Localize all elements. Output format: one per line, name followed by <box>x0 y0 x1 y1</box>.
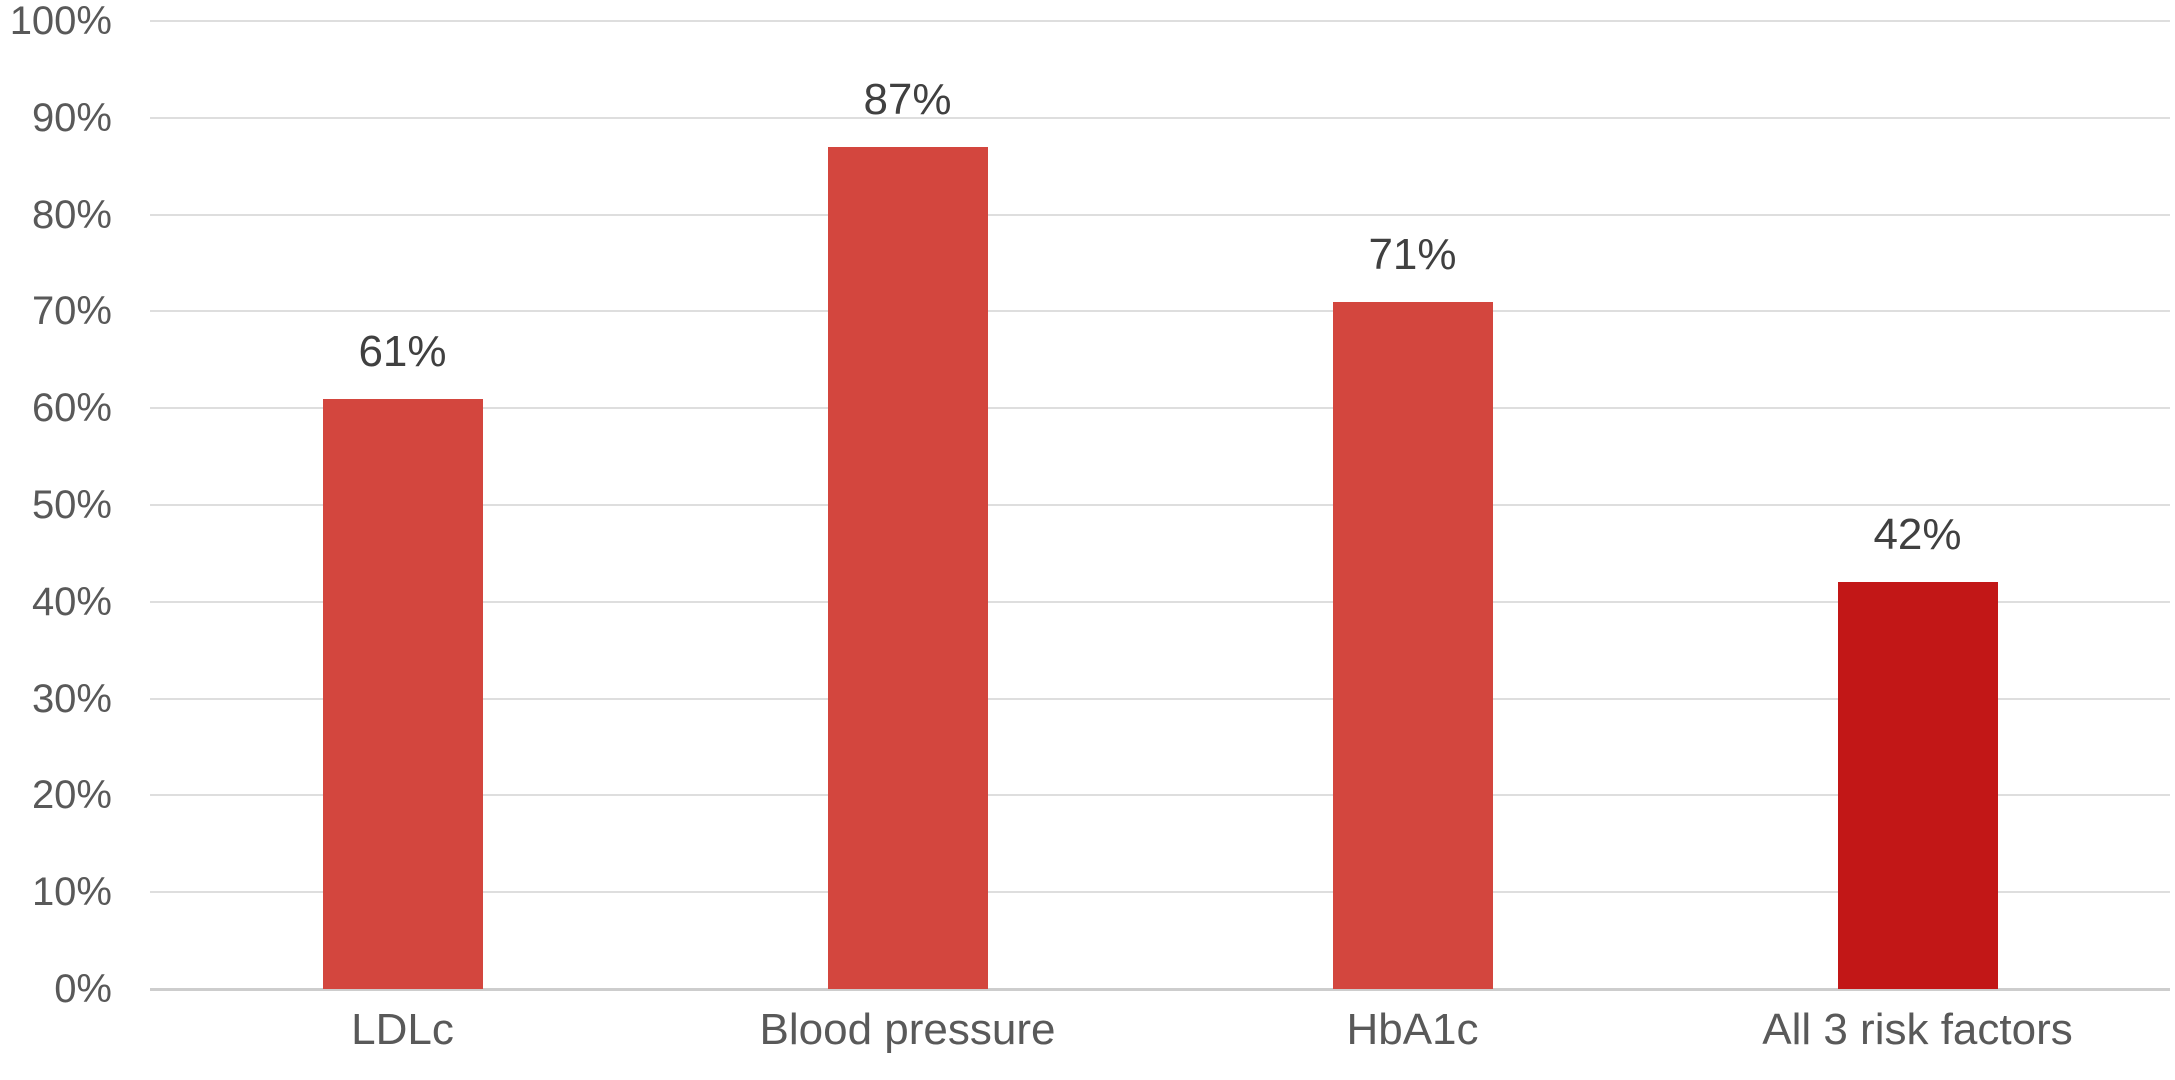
y-tick-label: 0% <box>54 967 112 1011</box>
bar-value-label: 42% <box>1873 510 1962 560</box>
bar-value-label: 71% <box>1368 229 1457 279</box>
x-axis: LDLc Blood pressure HbA1c All 3 risk factor… <box>150 1005 2170 1055</box>
gridline <box>150 891 2170 894</box>
bar-hba1c <box>1332 301 1493 989</box>
bar-slot: 71% <box>1160 21 1665 989</box>
plot-area: 61% 87% 71% 42% <box>150 21 2170 989</box>
bar-value-label: 61% <box>358 326 447 376</box>
bar-ldlc <box>322 398 483 989</box>
gridline <box>150 600 2170 603</box>
bar-all-3-risk-factors <box>1837 582 1998 989</box>
y-axis: 0% 10% 20% 30% 40% 50% 60% 70% 80% 90% 100% <box>0 0 112 1011</box>
plot-gridlines <box>150 20 2170 991</box>
gridline <box>150 310 2170 313</box>
gridline <box>150 794 2170 797</box>
y-tick-label: 70% <box>31 289 112 334</box>
y-tick-label: 100% <box>9 0 112 43</box>
gridline <box>150 116 2170 119</box>
x-category-label: Blood pressure <box>759 1005 1056 1054</box>
y-tick-label: 60% <box>31 386 112 431</box>
y-tick-label: 30% <box>31 676 112 721</box>
gridline <box>150 407 2170 410</box>
x-category-label: LDLc <box>351 1005 454 1054</box>
y-tick-label: 10% <box>31 870 112 915</box>
gridline <box>150 20 2170 22</box>
bar-blood-pressure <box>827 146 988 989</box>
y-tick-label: 50% <box>31 483 112 527</box>
y-tick-label: 80% <box>31 192 112 237</box>
y-tick-label: 20% <box>31 773 112 818</box>
bar-value-label: 87% <box>863 74 952 124</box>
bar-slot: 87% <box>655 21 1160 989</box>
bar-slot: 42% <box>1665 21 2170 989</box>
x-category-label: All 3 risk factors <box>1762 1005 2073 1054</box>
y-tick-label: 90% <box>31 95 112 140</box>
gridline <box>150 697 2170 700</box>
x-axis-line <box>150 988 2170 991</box>
y-tick-label: 40% <box>31 579 112 624</box>
gridline <box>150 213 2170 216</box>
gridline <box>150 504 2170 506</box>
bar-slot: 61% <box>150 21 655 989</box>
x-category-label: HbA1c <box>1346 1005 1479 1054</box>
